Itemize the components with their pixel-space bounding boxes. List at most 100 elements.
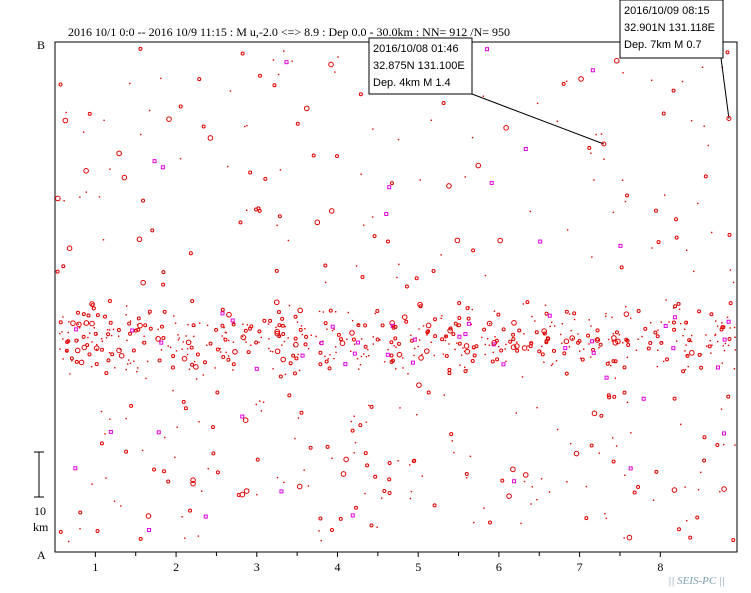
event-point: [255, 457, 260, 462]
event-point: [226, 165, 229, 168]
event-point: [471, 136, 474, 139]
event-point: [246, 124, 248, 127]
event-point: [621, 179, 624, 182]
event-point: [591, 410, 598, 417]
event-point: [605, 315, 607, 318]
event-point: [293, 314, 298, 319]
event-point: [284, 60, 289, 65]
event-point: [410, 334, 412, 337]
event-point: [668, 321, 670, 323]
event-point: [684, 350, 686, 352]
event-point: [555, 360, 558, 362]
event-point: [178, 104, 183, 109]
event-point: [78, 327, 81, 329]
event-point: [646, 346, 651, 351]
event-point: [220, 311, 225, 316]
event-point: [232, 348, 238, 355]
event-point: [410, 490, 413, 493]
event-point: [499, 348, 504, 353]
event-point: [520, 522, 522, 525]
event-point: [630, 317, 632, 320]
event-point: [76, 321, 82, 328]
event-point: [580, 357, 585, 362]
event-point: [238, 220, 243, 225]
event-point: [715, 365, 720, 370]
event-point: [422, 325, 425, 327]
event-point: [125, 417, 127, 420]
event-point: [232, 369, 234, 371]
event-point: [514, 343, 520, 349]
event-point: [489, 180, 494, 185]
event-point: [464, 471, 469, 476]
event-point: [276, 310, 281, 315]
event-point: [413, 354, 415, 357]
event-point: [356, 323, 361, 328]
event-point: [185, 335, 187, 337]
event-point: [129, 82, 131, 85]
event-point: [304, 334, 309, 339]
event-point: [671, 487, 678, 493]
event-point: [334, 71, 336, 73]
event-point: [550, 364, 553, 367]
event-point: [680, 423, 682, 426]
event-point: [598, 452, 600, 454]
event-point: [557, 428, 559, 431]
event-point: [207, 467, 209, 470]
event-point: [469, 455, 472, 458]
event-point: [442, 353, 445, 355]
event-point: [109, 418, 111, 420]
event-point: [604, 512, 606, 515]
event-point: [257, 329, 262, 334]
event-point: [201, 490, 203, 492]
event-point: [563, 338, 570, 345]
event-point: [67, 331, 69, 334]
callout-box: [368, 37, 473, 95]
event-point: [141, 341, 144, 344]
event-point: [193, 335, 195, 338]
event-point: [64, 348, 69, 353]
event-point: [685, 249, 688, 251]
event-point: [181, 516, 183, 518]
event-point: [511, 337, 516, 342]
event-point: [160, 349, 163, 351]
event-point: [432, 317, 437, 322]
event-point: [665, 299, 667, 301]
event-point: [410, 360, 415, 365]
event-point: [484, 343, 486, 346]
event-point: [257, 73, 262, 78]
event-point: [323, 321, 328, 326]
event-point: [383, 361, 386, 363]
event-point: [106, 358, 111, 363]
event-point: [600, 133, 603, 135]
event-point: [231, 322, 236, 327]
event-point: [259, 400, 261, 402]
event-point: [447, 327, 453, 334]
event-point: [263, 176, 268, 181]
event-point: [721, 322, 723, 324]
event-point: [685, 344, 687, 346]
event-point: [619, 265, 624, 270]
event-point: [674, 235, 679, 240]
event-point: [660, 321, 662, 323]
event-point: [490, 359, 495, 364]
event-point: [353, 415, 355, 417]
callout-depth-mag: Dep. 4km M 1.4: [373, 77, 451, 89]
event-point: [244, 338, 246, 341]
event-point: [562, 351, 567, 356]
event-point: [595, 328, 600, 333]
event-point: [508, 339, 513, 344]
event-point: [418, 304, 423, 309]
event-point: [517, 328, 522, 333]
event-point: [95, 528, 100, 533]
event-point: [618, 243, 623, 248]
event-point: [389, 181, 394, 186]
event-point: [423, 348, 430, 354]
event-point: [125, 314, 127, 316]
x-tick-label: 5: [415, 560, 421, 574]
event-point: [418, 355, 424, 361]
event-point: [137, 322, 143, 329]
event-point: [651, 247, 653, 249]
event-point: [177, 334, 179, 336]
event-point: [685, 353, 690, 358]
event-point: [440, 317, 442, 320]
